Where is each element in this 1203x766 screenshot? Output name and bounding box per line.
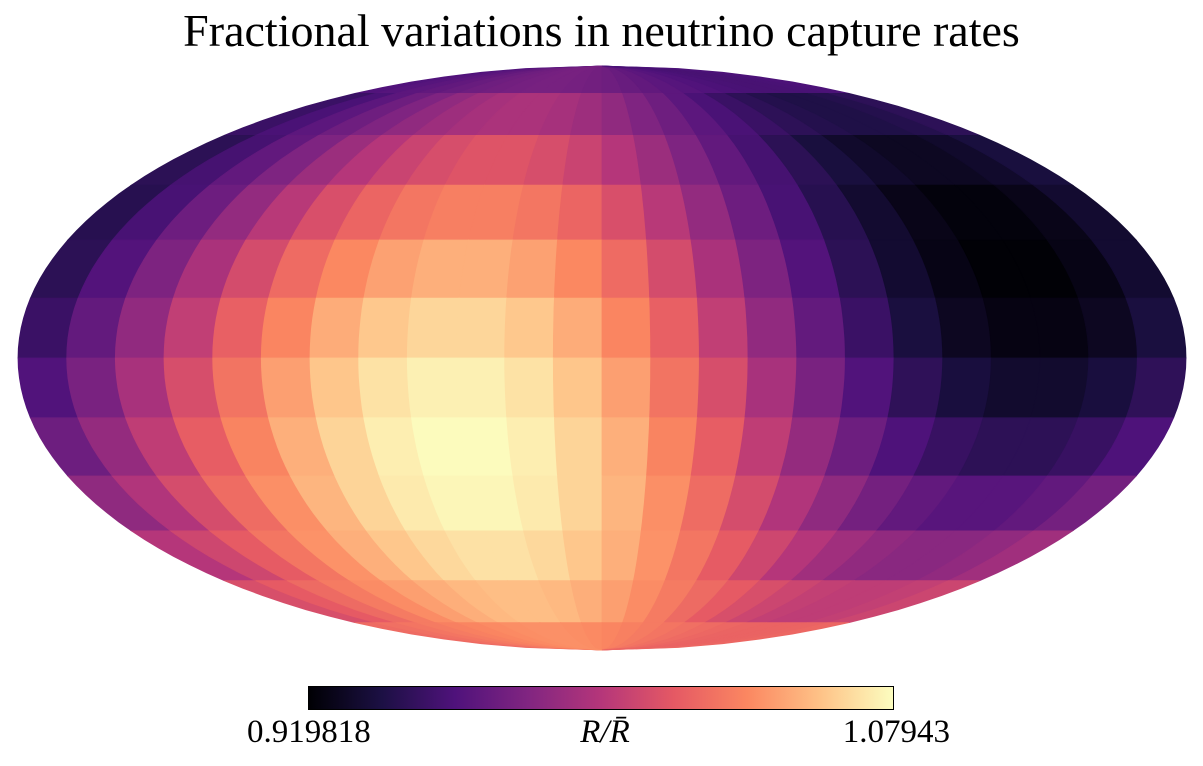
sky-pixel [562, 530, 603, 581]
sky-pixel [839, 297, 895, 359]
sky-pixel [601, 184, 647, 241]
colorbar-max-label: 1.07943 [842, 714, 950, 750]
colorbar [308, 686, 894, 710]
sky-pixel [601, 622, 850, 651]
sky-pixel [646, 417, 698, 477]
sky-pixel [163, 297, 222, 359]
sky-pixel [260, 297, 317, 359]
sky-pixel [649, 297, 700, 359]
sky-pixel [406, 357, 460, 419]
sky-pixel [601, 357, 652, 419]
sky-pixel [358, 357, 412, 419]
sky-pixel [358, 297, 412, 359]
sky-pixel [696, 297, 749, 359]
sky-pixel [552, 297, 603, 359]
sky-pixel [690, 417, 746, 477]
sky-pixel [601, 297, 652, 359]
sky-pixel [458, 417, 514, 477]
sky-pixel [260, 357, 317, 419]
sky-pixel [212, 357, 269, 419]
sky-pixel [455, 357, 508, 419]
sky-pixel [601, 475, 647, 532]
sky-pixel [982, 297, 1041, 359]
sky-pixel [690, 239, 746, 299]
sky-pixel [935, 297, 992, 359]
sky-pixel [696, 357, 749, 419]
sky-pixel [557, 184, 603, 241]
sky-pixel [458, 239, 514, 299]
sky-pixel [455, 297, 508, 359]
sky-pixel [506, 239, 558, 299]
sky-pixel [1030, 297, 1090, 359]
sky-pixel [553, 417, 603, 477]
sky-pixel [982, 357, 1041, 419]
sky-pixel [506, 417, 558, 477]
sky-pixel [309, 297, 365, 359]
sky-pixel [935, 357, 992, 419]
sky-pixel [887, 357, 944, 419]
sky-pixel [212, 297, 269, 359]
sky-pixel [744, 357, 798, 419]
sky-pixel [792, 357, 846, 419]
colorbar-min-label: 0.919818 [247, 714, 371, 750]
sky-pixel [887, 297, 944, 359]
sky-pixel [839, 357, 895, 419]
sky-pixel [562, 134, 603, 186]
sky-pixel [646, 239, 698, 299]
sky-pixel [163, 357, 222, 419]
sky-pixel [553, 239, 603, 299]
sky-pixel [557, 475, 603, 532]
sky-pixel [552, 357, 603, 419]
sky-pixel [309, 357, 365, 419]
sky-pixel [601, 417, 651, 477]
sky-pixel [792, 297, 846, 359]
sky-pixel [649, 357, 700, 419]
sky-pixel [1030, 357, 1090, 419]
chart-title: Fractional variations in neutrino captur… [183, 5, 1020, 56]
sky-pixel [601, 239, 651, 299]
sky-pixel [744, 297, 798, 359]
sky-pixel [406, 297, 460, 359]
sky-pixel [504, 297, 555, 359]
colorbar-unit-label: R/R̄ [580, 714, 630, 750]
sky-pixel [504, 357, 555, 419]
